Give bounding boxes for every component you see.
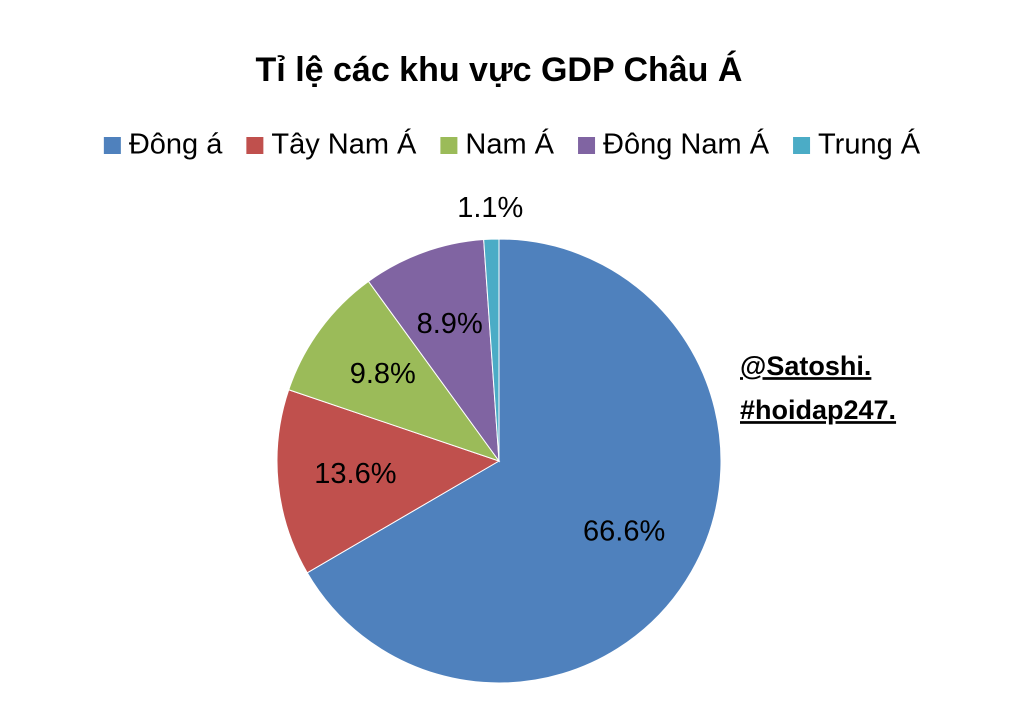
legend-item: Tây Nam Á: [246, 128, 417, 161]
legend-item: Nam Á: [440, 128, 555, 161]
value-label: 9.8%: [350, 358, 416, 390]
pie-slice: [483, 238, 500, 462]
pie-slice: [367, 238, 500, 463]
legend-label: Tây Nam Á: [271, 128, 417, 161]
legend-label: Đông Nam Á: [603, 128, 770, 161]
legend-item: Đông á: [103, 129, 223, 161]
legend-swatch: [793, 137, 811, 154]
value-label: 1.1%: [457, 192, 523, 224]
legend-item: Trung Á: [793, 128, 921, 161]
pie-slice: [276, 389, 501, 574]
value-label: 66.6%: [583, 516, 665, 548]
legend-label: Đông á: [129, 129, 223, 161]
legend-swatch: [103, 137, 121, 154]
pie-slice: [288, 280, 501, 462]
chart-title: Tỉ lệ các khu vực GDP Châu Á: [256, 51, 743, 89]
legend-item: Đông Nam Á: [578, 128, 770, 161]
legend-swatch: [246, 137, 264, 154]
annotation: @Satoshi.: [740, 351, 871, 381]
annotation: #hoidap247.: [740, 395, 896, 425]
legend-swatch: [578, 137, 596, 154]
legend-label: Trung Á: [818, 128, 921, 161]
value-label: 13.6%: [314, 458, 396, 490]
legend-swatch: [440, 137, 458, 154]
value-label: 8.9%: [417, 308, 483, 340]
legend-label: Nam Á: [465, 128, 554, 161]
legend: Đông á Tây Nam Á Nam Á Đông Nam Á Trung Á: [103, 128, 921, 161]
pie-slice: [306, 238, 722, 684]
